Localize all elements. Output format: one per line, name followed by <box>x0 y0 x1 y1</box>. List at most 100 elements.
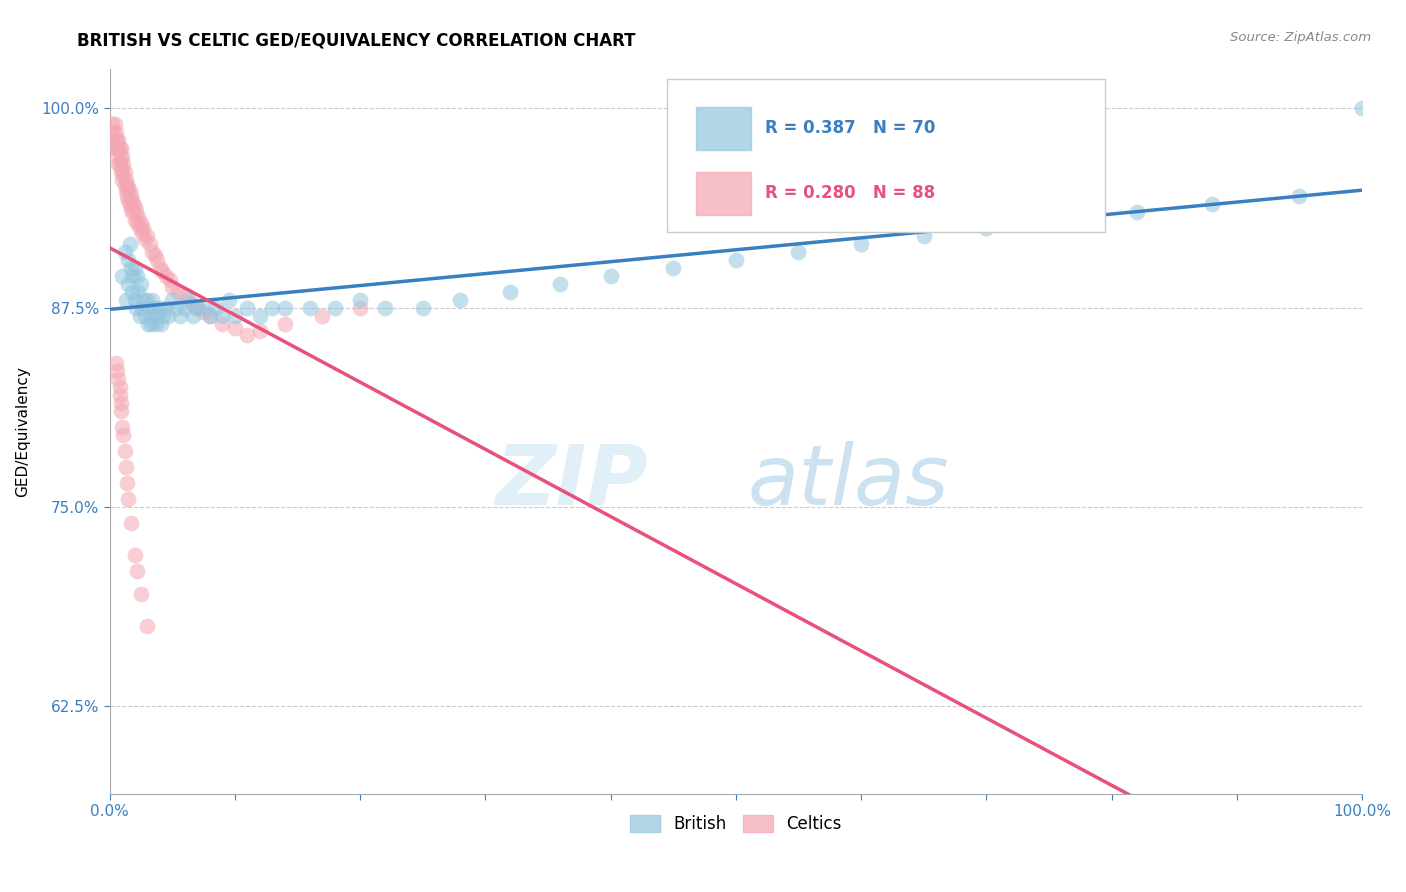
Point <box>112 428 135 442</box>
Point <box>117 194 139 208</box>
Text: BRITISH VS CELTIC GED/EQUIVALENCY CORRELATION CHART: BRITISH VS CELTIC GED/EQUIVALENCY CORREL… <box>77 31 636 49</box>
Point <box>141 293 163 307</box>
Point <box>131 301 153 315</box>
Point <box>155 301 177 315</box>
Point <box>211 309 233 323</box>
Point <box>143 248 166 262</box>
Point <box>125 216 148 230</box>
Point <box>1201 197 1223 211</box>
Point <box>128 309 150 323</box>
Point <box>1038 213 1060 227</box>
Point <box>550 277 572 291</box>
Point <box>104 141 127 155</box>
Point <box>110 141 132 155</box>
Point <box>249 325 271 339</box>
Point <box>236 327 259 342</box>
Point <box>103 125 125 139</box>
Point <box>134 232 156 246</box>
Point <box>186 301 208 315</box>
Point <box>146 309 169 323</box>
Point <box>141 244 163 259</box>
Point <box>107 133 129 147</box>
Point <box>349 301 371 315</box>
Point <box>193 301 215 315</box>
Point <box>114 173 136 187</box>
Point <box>107 157 129 171</box>
Point <box>236 301 259 315</box>
Point <box>131 226 153 240</box>
Point <box>142 309 165 323</box>
Point <box>108 380 131 394</box>
FancyBboxPatch shape <box>666 79 1105 232</box>
Point <box>249 309 271 323</box>
Point <box>160 280 183 294</box>
Point <box>177 293 200 307</box>
Point <box>132 220 155 235</box>
Point <box>117 491 139 506</box>
Point <box>849 236 872 251</box>
Point <box>180 295 202 310</box>
FancyBboxPatch shape <box>696 172 751 215</box>
Point <box>152 309 174 323</box>
Point <box>138 236 160 251</box>
Point <box>115 475 138 490</box>
Text: Source: ZipAtlas.com: Source: ZipAtlas.com <box>1230 31 1371 45</box>
Point <box>125 564 148 578</box>
Point <box>724 252 747 267</box>
Point <box>103 133 125 147</box>
Point <box>124 200 146 214</box>
Point <box>149 260 172 275</box>
Point <box>146 252 169 267</box>
Text: ZIP: ZIP <box>495 442 648 523</box>
Point <box>111 149 134 163</box>
Point <box>118 236 141 251</box>
Point <box>127 285 149 299</box>
Point <box>114 459 136 474</box>
Point <box>138 317 160 331</box>
Point <box>118 197 141 211</box>
Point <box>1351 101 1374 115</box>
Point <box>349 293 371 307</box>
Point <box>120 189 142 203</box>
Point <box>173 289 195 303</box>
Point <box>112 157 135 171</box>
Point <box>143 301 166 315</box>
Point <box>169 309 191 323</box>
Point <box>117 277 139 291</box>
Point <box>122 197 145 211</box>
Point <box>120 260 142 275</box>
Legend: British, Celtics: British, Celtics <box>623 808 848 839</box>
Point <box>107 141 129 155</box>
Point <box>114 178 136 192</box>
Point <box>115 189 138 203</box>
Point <box>224 309 246 323</box>
Point <box>124 548 146 562</box>
Point <box>110 396 132 410</box>
Point <box>111 161 134 176</box>
Point <box>110 153 132 167</box>
Point <box>127 210 149 224</box>
Point <box>155 268 177 283</box>
Point <box>105 149 128 163</box>
Point <box>101 117 124 131</box>
Point <box>110 165 132 179</box>
Point <box>114 165 136 179</box>
Point <box>108 388 131 402</box>
Point <box>115 178 138 192</box>
Point <box>224 321 246 335</box>
Point <box>323 301 346 315</box>
Point <box>108 157 131 171</box>
Point <box>912 228 935 243</box>
Point <box>274 317 297 331</box>
Point <box>105 133 128 147</box>
FancyBboxPatch shape <box>696 107 751 150</box>
Point <box>112 169 135 183</box>
Point <box>218 293 240 307</box>
Point <box>198 309 221 323</box>
Y-axis label: GED/Equivalency: GED/Equivalency <box>15 366 30 497</box>
Point <box>134 309 156 323</box>
Point <box>136 293 159 307</box>
Point <box>149 317 172 331</box>
Point <box>121 268 143 283</box>
Point <box>198 309 221 323</box>
